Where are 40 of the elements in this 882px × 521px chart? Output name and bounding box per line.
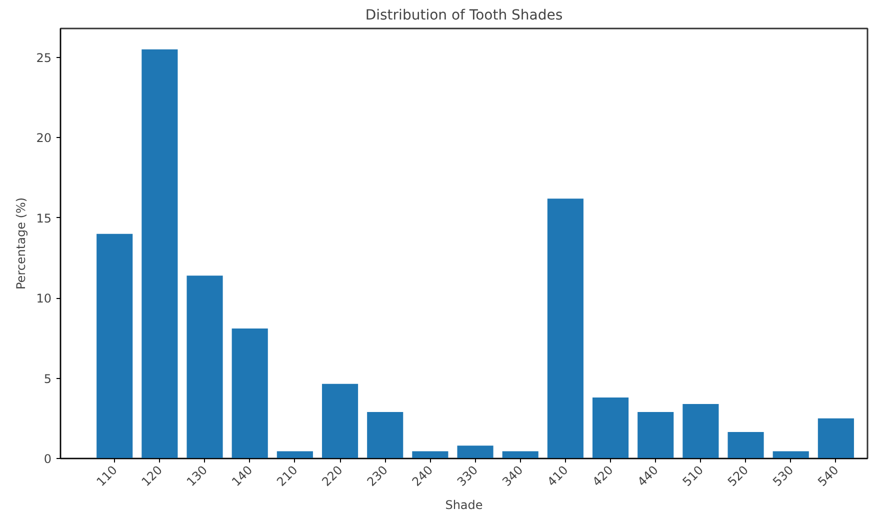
y-tick-label: 15	[36, 211, 52, 226]
x-axis-title: Shade	[445, 498, 483, 512]
bar	[322, 384, 358, 458]
x-tick-label: 440	[634, 462, 661, 489]
bar	[592, 398, 629, 458]
x-tick-label: 530	[770, 462, 796, 489]
x-tick-label: 420	[590, 462, 616, 489]
y-tick-label: 0	[44, 452, 52, 466]
bar	[276, 451, 313, 458]
bar	[367, 412, 404, 458]
bar	[772, 451, 809, 458]
bar	[96, 234, 133, 458]
bar	[232, 328, 268, 458]
bar	[728, 432, 764, 458]
x-tick-label: 110	[94, 462, 120, 489]
x-tick-label: 140	[229, 462, 256, 489]
bar	[547, 198, 584, 458]
y-axis-title: Percentage (%)	[14, 197, 28, 290]
x-tick-label: 510	[680, 462, 706, 489]
bar	[502, 451, 538, 458]
bar	[638, 412, 674, 458]
bar	[186, 276, 223, 458]
x-tick-label: 410	[544, 462, 571, 489]
y-tick-label: 25	[36, 50, 52, 65]
y-tick-label: 20	[36, 131, 52, 146]
y-tick-label: 5	[44, 372, 52, 386]
bar	[818, 418, 854, 458]
x-tick-label: 520	[724, 462, 752, 489]
x-tick-label: 540	[815, 462, 842, 489]
y-tick-label: 10	[36, 292, 52, 306]
bar	[412, 451, 448, 458]
x-tick-label: 330	[454, 462, 481, 489]
bar	[457, 446, 494, 458]
chart-title: Distribution of Tooth Shades	[365, 8, 563, 24]
bar	[682, 404, 719, 458]
x-tick-label: 130	[184, 462, 210, 489]
x-tick-label: 120	[138, 462, 165, 489]
bar	[142, 49, 178, 458]
x-tick-label: 210	[274, 462, 300, 489]
x-tick-label: 340	[500, 462, 526, 489]
